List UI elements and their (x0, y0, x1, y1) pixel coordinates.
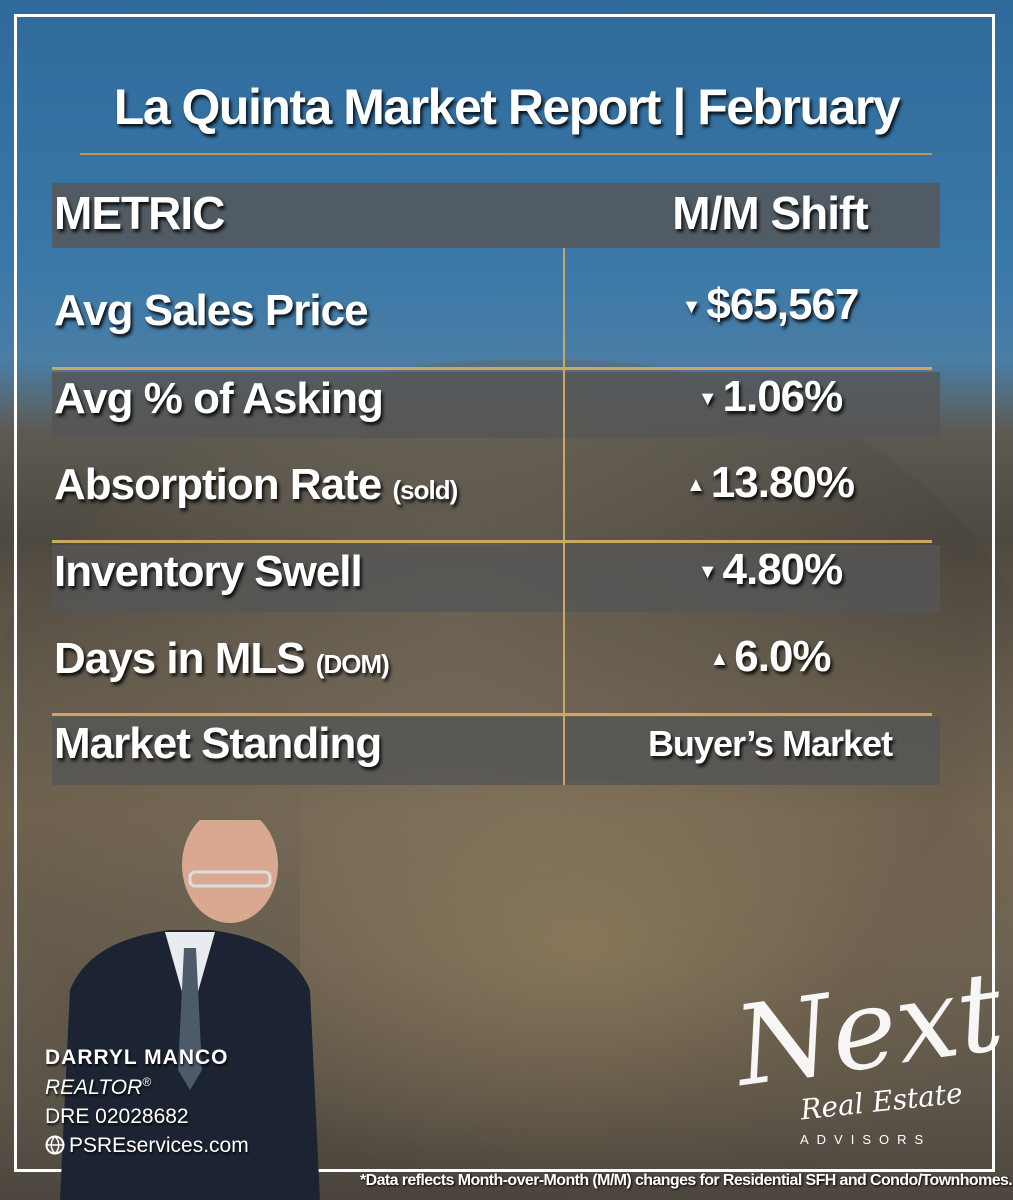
title-rule (80, 153, 932, 155)
metric-text: Avg Sales Price (54, 286, 369, 335)
metric-text: Absorption Rate (54, 460, 382, 509)
logo-tagline: ADVISORS (800, 1132, 932, 1147)
value-cell: ▲ 13.80% (565, 458, 975, 508)
value-cell: ▲ 6.0% (565, 632, 975, 682)
row-rule (52, 540, 932, 543)
metric-qualifier: (DOM) (315, 649, 390, 679)
website-text: PSREservices.com (69, 1134, 249, 1157)
value-text: 4.80% (722, 545, 844, 594)
row-band (52, 717, 940, 785)
tie (178, 948, 202, 1090)
metric-cell: Avg % of Asking (54, 374, 384, 424)
direction-arrow: ▲ (709, 647, 729, 670)
direction-arrow: ▼ (697, 387, 718, 410)
value-cell: Buyer’s Market (565, 723, 975, 765)
direction-arrow: ▼ (681, 295, 702, 318)
metric-text: Market Standing (54, 719, 382, 768)
agent-name: DARRYL MANCO (45, 1046, 229, 1069)
row-band (52, 372, 940, 438)
value-cell: ▼ 4.80% (565, 545, 975, 595)
value-text: $65,567 (706, 280, 859, 329)
metric-cell: Avg Sales Price (54, 286, 369, 336)
footnote: *Data reflects Month-over-Month (M/M) ch… (360, 1172, 1013, 1189)
value-text: Buyer’s Market (647, 723, 893, 764)
value-text: 1.06% (722, 372, 844, 421)
agent-license: DRE 02028682 (45, 1105, 189, 1128)
metric-qualifier: (sold) (392, 475, 458, 505)
metric-cell: Inventory Swell (54, 547, 363, 597)
glasses (188, 870, 272, 888)
title: La Quinta Market Report | February (113, 79, 901, 135)
value-text: 6.0% (734, 632, 831, 681)
agent-photo (60, 820, 320, 1200)
direction-arrow: ▲ (685, 473, 706, 496)
row-band (52, 545, 940, 612)
direction-arrow: ▼ (697, 560, 718, 583)
agent-website: PSREservices.com (45, 1134, 249, 1158)
row-rule (52, 713, 932, 716)
metric-cell: Days in MLS (DOM) (54, 634, 390, 684)
globe-icon (45, 1135, 65, 1155)
registered-mark: ® (142, 1075, 152, 1089)
header-band (52, 183, 940, 248)
column-header: METRIC (54, 187, 225, 239)
agent-title: REALTOR® (45, 1075, 151, 1100)
metric-text: Avg % of Asking (54, 374, 384, 423)
background-rocks (300, 780, 1013, 1200)
metric-text: Days in MLS (54, 634, 306, 683)
metric-cell: Market Standing (54, 719, 382, 769)
value-text: 13.80% (710, 458, 855, 507)
row-rule (52, 367, 932, 370)
frame (14, 14, 995, 1172)
value-cell: ▼ $65,567 (565, 280, 975, 330)
agent-title-text: REALTOR (45, 1076, 143, 1099)
metric-text: Inventory Swell (54, 547, 363, 596)
value-cell: ▼ 1.06% (565, 372, 975, 422)
metric-cell: Absorption Rate (sold) (54, 460, 458, 510)
column-divider (563, 248, 565, 785)
column-header: M/M Shift (672, 187, 868, 239)
